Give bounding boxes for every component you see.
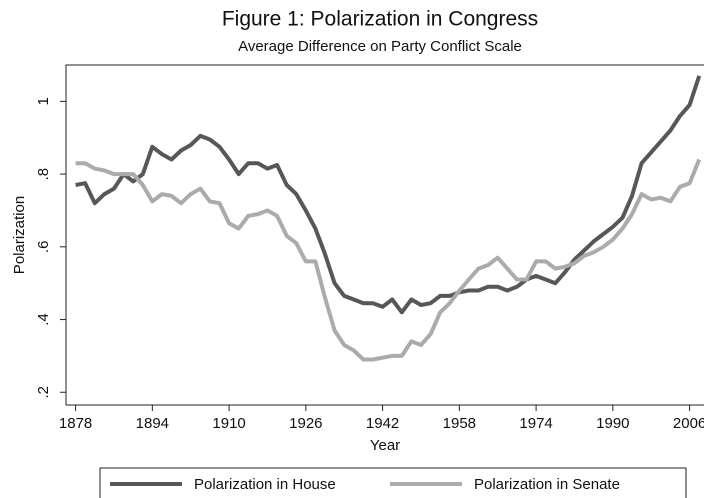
chart-title: Figure 1: Polarization in Congress: [222, 8, 538, 31]
y-tick-label: .8: [35, 168, 52, 181]
y-tick-label: .4: [35, 313, 52, 326]
chart-subtitle: Average Difference on Party Conflict Sca…: [238, 38, 522, 55]
x-tick-label: 2006: [673, 415, 704, 432]
series-line: [75, 158, 702, 362]
x-tick-label: 1942: [366, 415, 399, 432]
x-tick-label: 1878: [59, 415, 92, 432]
y-axis-label: Polarization: [11, 196, 28, 274]
x-tick-label: 1990: [596, 415, 629, 432]
x-tick-label: 1958: [443, 415, 476, 432]
y-tick-label: 1: [35, 97, 52, 105]
legend-label: Polarization in House: [194, 476, 336, 493]
y-tick-label: .6: [35, 241, 52, 254]
legend-label: Polarization in Senate: [474, 476, 620, 493]
x-tick-label: 1910: [212, 415, 245, 432]
x-axis-label: Year: [370, 437, 400, 454]
series-line: [75, 75, 702, 315]
x-tick-label: 1974: [519, 415, 552, 432]
y-tick-label: .2: [35, 386, 52, 399]
plot-area: [65, 64, 704, 406]
x-tick-label: 1926: [289, 415, 322, 432]
x-tick-label: 1894: [136, 415, 169, 432]
